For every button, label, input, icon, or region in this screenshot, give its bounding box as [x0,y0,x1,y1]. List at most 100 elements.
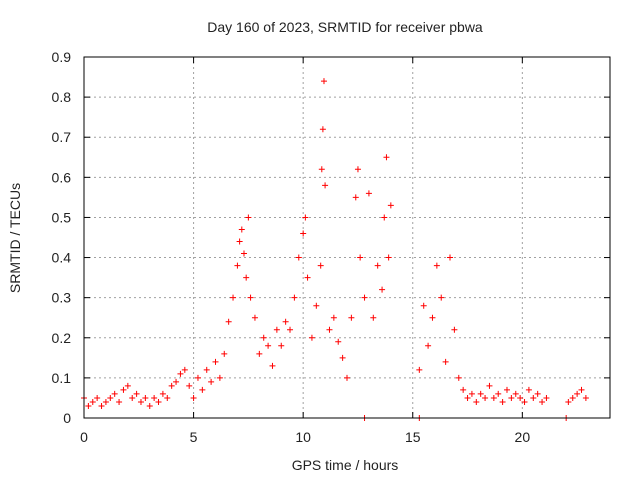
data-point [89,398,96,405]
data-point [320,78,327,85]
data-point [477,390,484,397]
data-point [98,402,105,409]
data-point [94,394,101,401]
chart-title: Day 160 of 2023, SRMTID for receiver pbw… [207,19,483,35]
data-point [530,394,537,401]
data-point [379,286,386,293]
data-point [490,394,497,401]
data-point [245,214,252,221]
data-point [420,302,427,309]
data-point [273,326,280,333]
data-point [326,326,333,333]
data-point [234,262,241,269]
data-point [539,398,546,405]
data-point [278,342,285,349]
data-point [295,254,302,261]
data-point [543,394,550,401]
data-point [429,314,436,321]
data-point [282,318,289,325]
data-point [137,398,144,405]
y-tick-label: 0.5 [52,209,72,225]
data-point [433,262,440,269]
data-point [521,398,528,405]
data-point [243,274,250,281]
data-point [574,390,581,397]
data-point [330,314,337,321]
data-point [300,230,307,237]
data-point [230,294,237,301]
data-point [181,366,188,373]
data-point [442,358,449,365]
y-tick-label: 0.2 [52,330,72,346]
data-point [339,354,346,361]
data-point [129,394,136,401]
y-tick-label: 0.8 [52,89,72,105]
data-point [468,390,475,397]
y-axis-label: SRMTID / TECUs [7,183,23,293]
data-point [319,126,326,133]
data-point [455,374,462,381]
data-point [256,350,263,357]
data-point [578,386,585,393]
data-point [269,362,276,369]
data-point [85,402,92,409]
data-point [438,294,445,301]
data-point [238,226,245,233]
data-point [352,194,359,201]
data-point [416,366,423,373]
data-point [365,190,372,197]
x-tick-label: 20 [515,429,531,445]
data-point [425,342,432,349]
data-point [302,214,309,221]
data-point [451,326,458,333]
data-point [111,390,118,397]
data-point [317,262,324,269]
data-point [260,334,267,341]
data-point [155,398,162,405]
data-point [221,350,228,357]
data-point [308,334,315,341]
grid [84,57,610,418]
data-point [199,386,206,393]
data-point [291,294,298,301]
data-point [381,214,388,221]
data-point [385,254,392,261]
x-axis-label: GPS time / hours [292,457,399,473]
data-point [265,342,272,349]
x-tick-label: 5 [190,429,198,445]
data-point [225,318,232,325]
x-tick-label: 15 [405,429,421,445]
data-point [133,390,140,397]
data-point [151,394,158,401]
data-point [116,398,123,405]
data-point [374,262,381,269]
data-point [251,314,258,321]
y-tick-label: 0.3 [52,290,72,306]
data-point [120,386,127,393]
data-point [107,394,114,401]
y-tick-label: 0.7 [52,129,72,145]
data-point [460,386,467,393]
data-point [565,398,572,405]
data-point [525,386,532,393]
axis-ticks: 0 0.1 0.2 0.3 0.4 0.5 0.6 0.7 0.8 0.9 0 5 10 15 20 [52,49,610,445]
data-point [247,294,254,301]
data-point [335,338,342,345]
data-point [354,166,361,173]
data-point [499,398,506,405]
data-point [173,378,180,385]
data-point [344,374,350,381]
data-point [146,402,153,409]
y-tick-label: 0.4 [52,250,72,266]
y-tick-label: 0.9 [52,49,72,65]
data-point [236,238,243,245]
data-point [447,254,454,261]
x-tick-label: 0 [80,429,88,445]
data-point [322,182,329,189]
data-point [287,326,294,333]
data-point [370,314,377,321]
x-tick-label: 10 [295,429,311,445]
data-point [517,394,524,401]
data-point [212,358,219,365]
data-points [81,78,589,421]
